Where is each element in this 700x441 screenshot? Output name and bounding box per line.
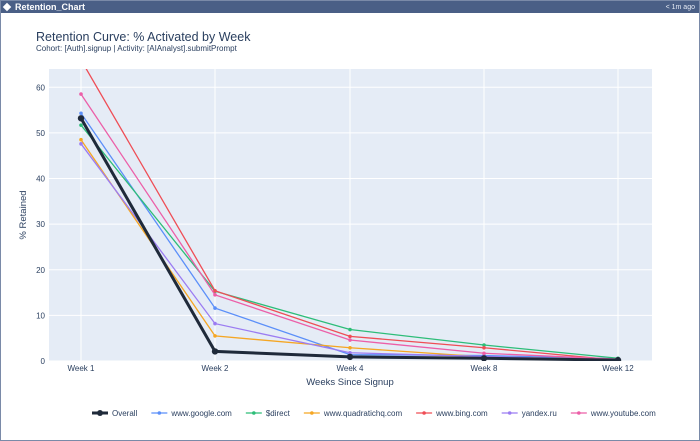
legend: Overall www.google.com $direct www.quadrati… (92, 409, 656, 418)
legend-marker (310, 411, 314, 415)
legend-label: www.quadratichq.com (323, 409, 403, 418)
y-tick-label: 20 (36, 266, 45, 275)
legend-label: www.google.com (170, 409, 232, 418)
data-point-www-bing-com[interactable] (213, 288, 217, 293)
data-point-direct[interactable] (348, 327, 352, 332)
data-point-yandex-ru[interactable] (213, 321, 217, 326)
window-titlebar: Retention_Chart < 1m ago (1, 1, 699, 13)
legend-label: $direct (266, 409, 291, 418)
legend-marker (577, 411, 581, 415)
x-tick-label: Week 8 (471, 364, 499, 373)
data-point-www-bing-com[interactable] (348, 334, 352, 339)
x-tick-label: Week 1 (68, 364, 96, 373)
data-point-overall[interactable] (77, 115, 85, 122)
legend-item-yandex-ru[interactable]: yandex.ru (501, 409, 557, 418)
data-point-www-bing-com[interactable] (482, 345, 486, 350)
y-axis-ticks: 0 10 20 30 40 50 60 (36, 83, 45, 366)
legend-item-www-quadratichq-com[interactable]: www.quadratichq.com (303, 409, 403, 418)
x-tick-label: Week 4 (337, 364, 365, 373)
data-point-overall[interactable] (614, 356, 622, 363)
series-www-bing-com (79, 58, 620, 361)
data-point-yandex-ru[interactable] (79, 142, 83, 146)
chart-title: Retention Curve: % Activated by Week (36, 30, 251, 44)
x-tick-label: Week 2 (202, 364, 230, 373)
window-title-group: Retention_Chart (1, 2, 85, 12)
data-point-overall[interactable] (480, 355, 488, 361)
legend-marker (157, 411, 162, 415)
y-axis-title: % Retained (18, 190, 29, 239)
legend-label: www.bing.com (435, 409, 488, 418)
x-axis-ticks: Week 1 Week 2 Week 4 Week 8 Week 12 (68, 364, 635, 373)
data-point-direct[interactable] (482, 343, 486, 347)
legend-label: Overall (112, 409, 138, 418)
data-point-www-youtube-com[interactable] (348, 338, 352, 342)
data-point-www-google-com[interactable] (79, 111, 83, 116)
series-overall (77, 115, 622, 363)
legend-item-direct[interactable]: $direct (245, 409, 291, 418)
legend-marker (97, 410, 103, 416)
data-point-www-google-com[interactable] (213, 306, 217, 310)
data-point-www-quadratichq-com[interactable] (348, 345, 352, 350)
y-tick-label: 60 (36, 83, 45, 92)
x-tick-label: Week 12 (602, 364, 634, 373)
data-point-www-quadratichq-com[interactable] (79, 137, 83, 142)
last-updated: < 1m ago (665, 3, 695, 11)
data-point-yandex-ru[interactable] (348, 350, 352, 355)
data-point-overall[interactable] (211, 348, 219, 355)
data-point-www-bing-com[interactable] (79, 58, 83, 62)
legend-marker (422, 411, 426, 415)
y-tick-label: 50 (36, 129, 45, 138)
data-point-direct[interactable] (79, 123, 83, 127)
y-tick-label: 0 (41, 357, 46, 366)
legend-item-www-youtube-com[interactable]: www.youtube.com (570, 409, 656, 418)
y-tick-label: 40 (36, 175, 45, 184)
y-tick-label: 10 (36, 311, 45, 320)
legend-item-overall[interactable]: Overall (92, 409, 138, 418)
data-point-www-youtube-com[interactable] (79, 92, 83, 96)
series-lines (77, 58, 622, 363)
legend-item-www-bing-com[interactable]: www.bing.com (416, 409, 488, 418)
x-axis-title: Weeks Since Signup (306, 377, 394, 388)
legend-label: www.youtube.com (590, 409, 656, 418)
data-point-www-youtube-com[interactable] (213, 293, 217, 297)
gridlines (49, 69, 652, 362)
data-point-www-quadratichq-com[interactable] (213, 334, 217, 338)
legend-item-www-google-com[interactable]: www.google.com (151, 409, 232, 418)
legend-label: yandex.ru (522, 409, 557, 418)
legend-marker (252, 411, 256, 415)
window-title: Retention_Chart (15, 2, 86, 12)
data-point-www-youtube-com[interactable] (482, 351, 486, 356)
y-tick-label: 30 (36, 220, 45, 229)
legend-marker (507, 411, 512, 415)
chart-subtitle: Cohort: [Auth].signup | Activity: [AIAna… (36, 44, 237, 53)
data-point-overall[interactable] (346, 353, 354, 361)
